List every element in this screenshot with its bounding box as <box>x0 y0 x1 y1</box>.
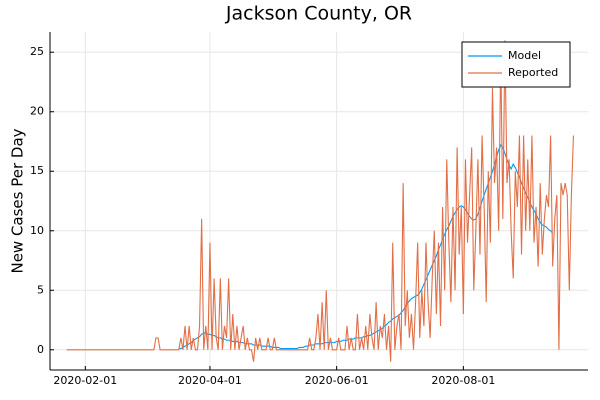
legend-box <box>461 41 571 88</box>
y-tick-label: 5 <box>37 283 44 296</box>
legend-label: Reported <box>508 66 558 79</box>
x-tick-label: 2020-02-01 <box>53 374 117 387</box>
chart-title: Jackson County, OR <box>225 3 412 25</box>
data-line <box>66 40 575 362</box>
x-tick-label: 2020-04-01 <box>178 374 242 387</box>
y-tick-label: 10 <box>30 224 44 237</box>
x-tick-label: 2020-08-01 <box>431 374 495 387</box>
y-tick-label: 0 <box>37 343 44 356</box>
y-tick-label: 15 <box>30 164 44 177</box>
y-tick-label: 20 <box>30 105 44 118</box>
x-tick-label: 2020-06-01 <box>305 374 369 387</box>
legend-label: Model <box>508 49 541 62</box>
y-tick-label: 25 <box>30 45 44 58</box>
data-line <box>178 144 554 350</box>
y-axis-label: New Cases Per Day <box>9 128 27 273</box>
legend: Model Reported <box>461 41 571 88</box>
